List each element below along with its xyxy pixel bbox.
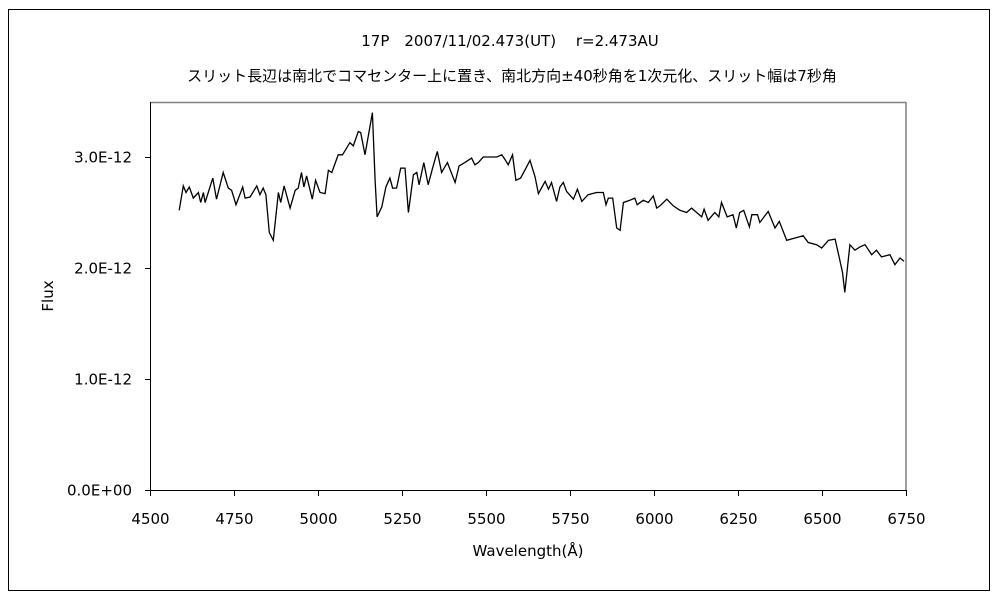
chart-title: 17P 2007/11/02.473(UT) r=2.473AU bbox=[361, 32, 659, 50]
y-tick-label: 0.0E+00 bbox=[67, 482, 132, 500]
x-tick-label: 5000 bbox=[299, 510, 337, 528]
series-line-flux bbox=[178, 112, 905, 293]
x-tick-label: 6000 bbox=[635, 510, 673, 528]
x-tick-label: 5750 bbox=[551, 510, 589, 528]
chart-area-border bbox=[8, 9, 990, 591]
y-tick-label: 1.0E-12 bbox=[74, 371, 132, 389]
x-tick-label: 5500 bbox=[467, 510, 505, 528]
x-tick-label: 6250 bbox=[719, 510, 757, 528]
y-tick-label: 2.0E-12 bbox=[74, 260, 132, 278]
y-tick-label: 3.0E-12 bbox=[74, 149, 132, 167]
x-tick-label: 4500 bbox=[131, 510, 169, 528]
y-axis-label: Flux bbox=[39, 280, 57, 311]
chart-subtitle: スリット長辺は南北でコマセンター上に置き、南北方向±40秒角を1次元化、スリット… bbox=[187, 67, 837, 85]
x-tick-label: 4750 bbox=[215, 510, 253, 528]
x-tick-label: 5250 bbox=[383, 510, 421, 528]
x-tick-label: 6500 bbox=[803, 510, 841, 528]
x-tick-label: 6750 bbox=[887, 510, 925, 528]
x-axis-label: Wavelength(Å) bbox=[473, 541, 584, 560]
